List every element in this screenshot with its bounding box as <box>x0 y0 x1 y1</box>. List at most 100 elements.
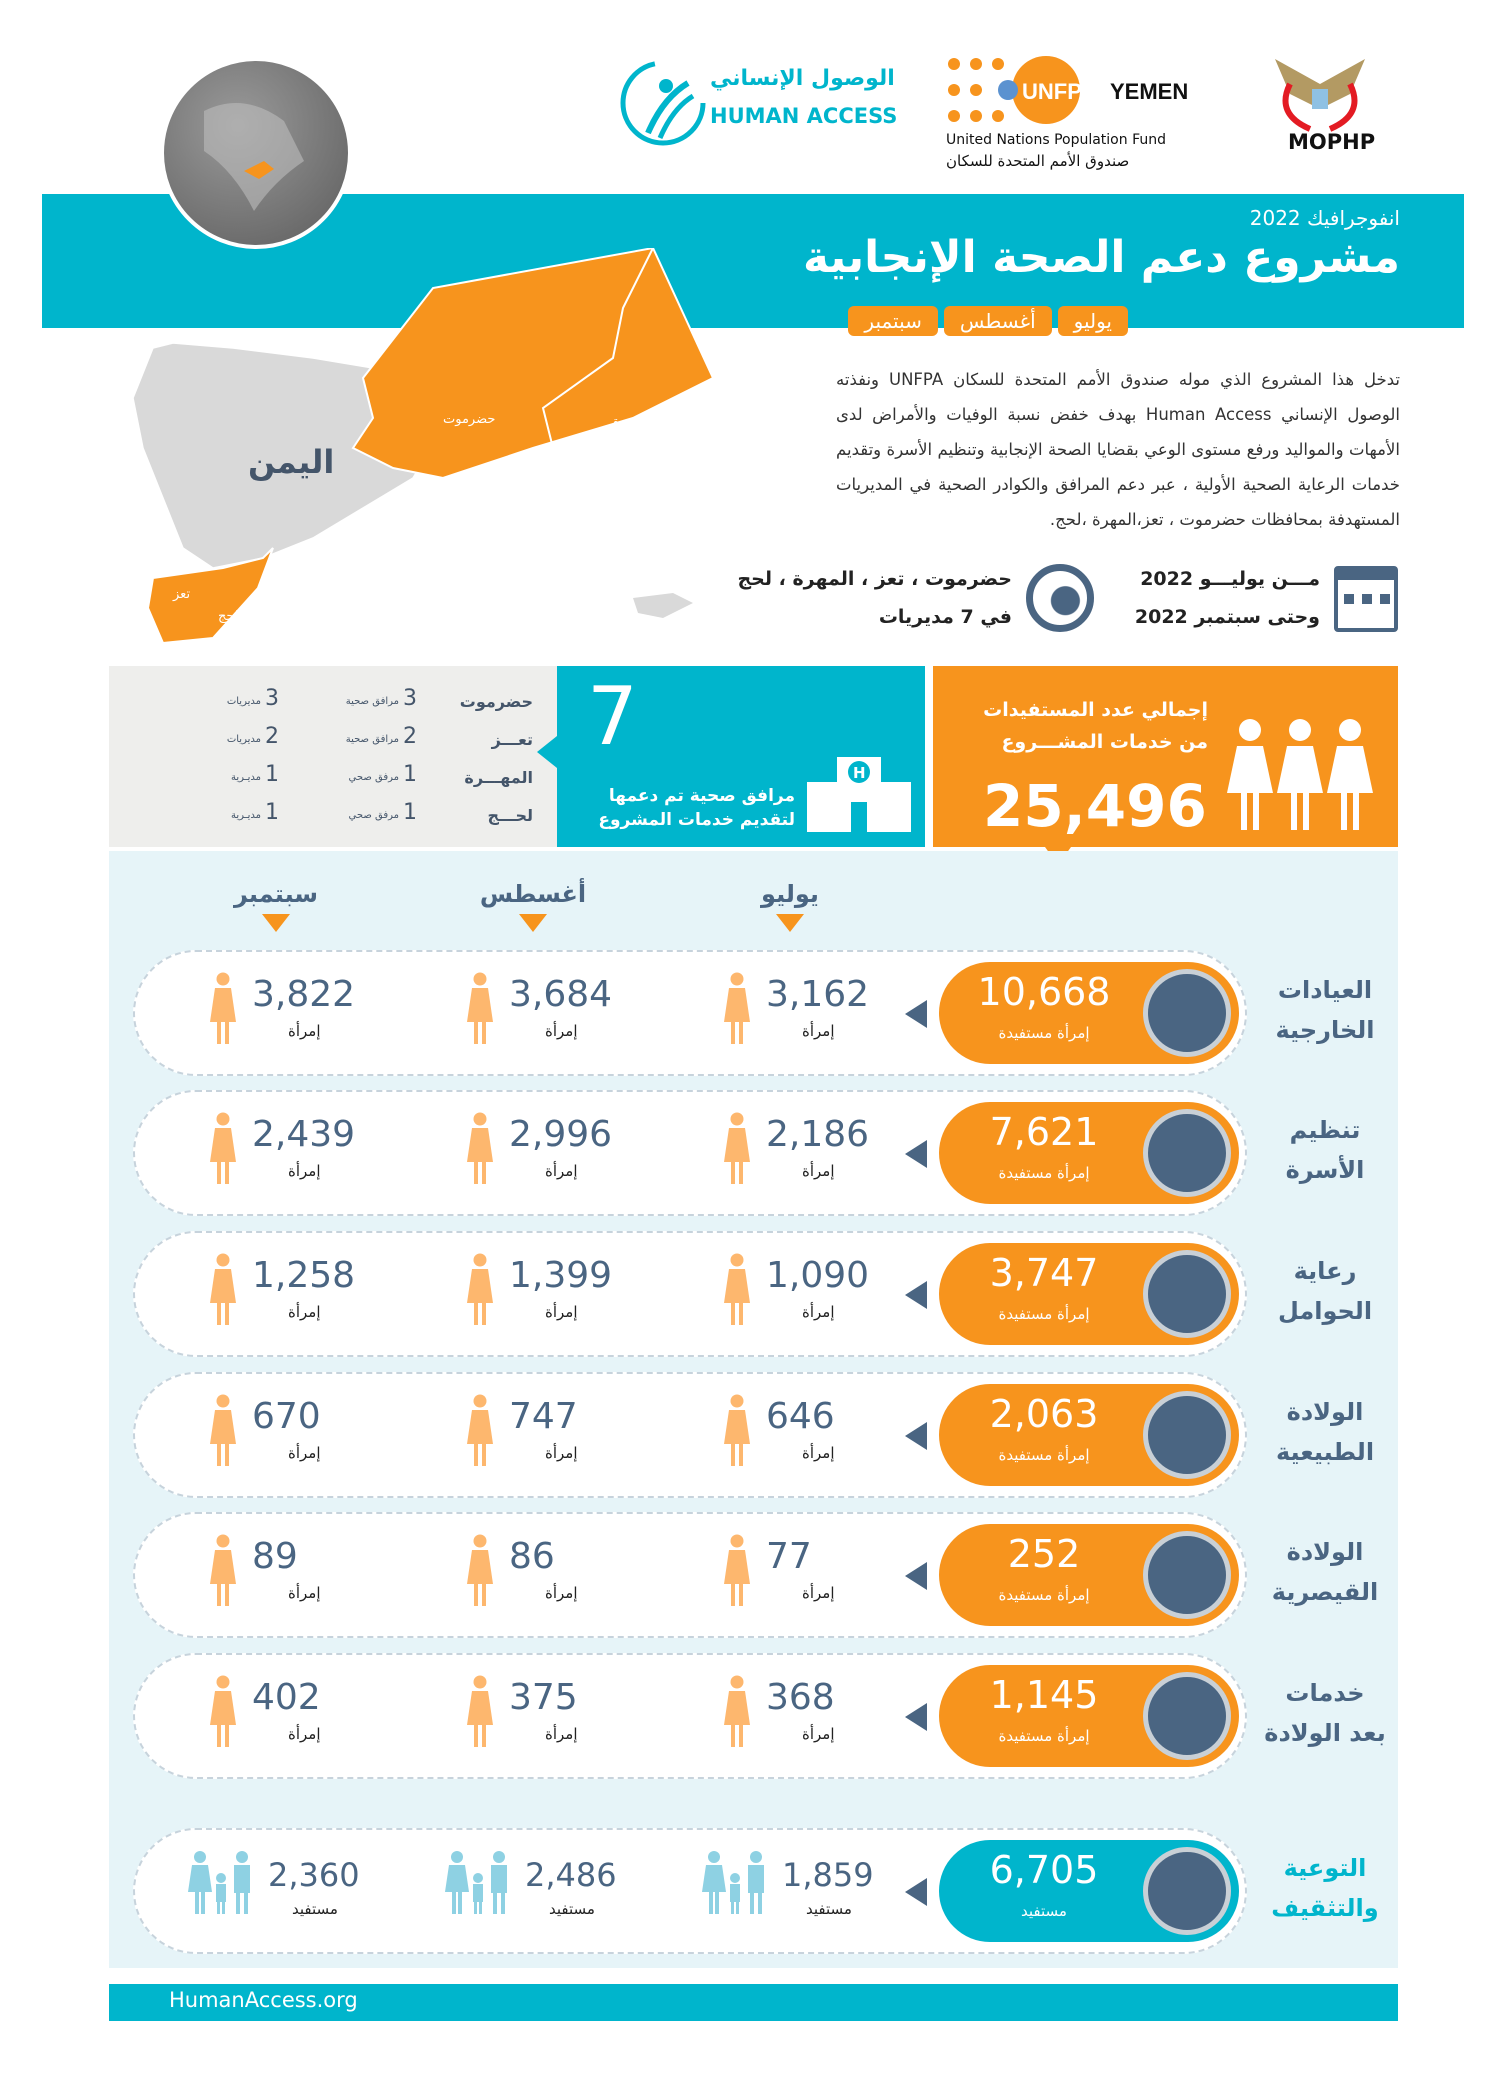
pregnant-woman-icon <box>1143 1250 1231 1338</box>
value-number: 1,258 <box>252 1255 356 1296</box>
locations-list: حضرموت ، تعز ، المهرة ، لحج <box>737 568 1012 590</box>
unfpa-logo: UNFPA YEMEN United Nations Population Fu… <box>946 56 1196 176</box>
total-value: 25,496 <box>983 772 1207 840</box>
districts-count: 1 <box>265 762 279 787</box>
month-value: 1,399 إمرأة <box>465 1249 625 1339</box>
locations: حضرموت ، تعز ، المهرة ، لحج في 7 مديريات <box>737 560 1012 636</box>
value-number: 646 <box>766 1396 835 1437</box>
value-number: 368 <box>766 1677 835 1718</box>
period-from: مـــن يوليـــو 2022 <box>1140 568 1320 590</box>
woman-icon <box>724 972 750 1044</box>
service-name-1: خدمات <box>1285 1679 1365 1707</box>
governorate-name: المهـــرة <box>464 768 533 787</box>
value-number: 747 <box>509 1396 578 1437</box>
column-label: سبتمبر <box>233 880 318 908</box>
service-total: 7,621 <box>989 1110 1099 1154</box>
column-label: أغسطس <box>479 880 587 908</box>
service-name-2: القيصرية <box>1271 1578 1379 1606</box>
governorate-name: لحـــج <box>487 806 533 825</box>
governorate-row: المهـــرة 1 مرفق صحي 1 مديـرية <box>149 762 533 804</box>
districts-label: مديـرية <box>231 772 261 783</box>
service-total: 3,747 <box>989 1251 1099 1295</box>
facilities-count: 1 <box>403 800 417 825</box>
down-arrow-icon <box>262 914 290 932</box>
month-value: 2,186 إمرأة <box>722 1108 882 1198</box>
service-name-2: والتثقيف <box>1271 1894 1379 1922</box>
month-value: 646 إمرأة <box>722 1390 882 1480</box>
service-total-label: إمرأة مستفيدة <box>998 1446 1090 1464</box>
month-value: 375 إمرأة <box>465 1671 625 1761</box>
month-value: 77 إمرأة <box>722 1530 882 1620</box>
month-value: 2,996 إمرأة <box>465 1108 625 1198</box>
facilities-label: مرافق صحية <box>345 734 399 745</box>
value-unit: إمرأة <box>288 1303 321 1321</box>
value-unit: إمرأة <box>545 1162 578 1180</box>
woman-icon <box>467 972 493 1044</box>
woman-icon <box>467 1253 493 1325</box>
facilities-label: مرافق صحية <box>345 696 399 707</box>
districts-count: 1 <box>265 800 279 825</box>
map-region-label: تعز <box>172 587 190 602</box>
map-region-label: حضرموت <box>443 412 495 427</box>
service-label: رعاية الحوامل <box>1250 1251 1400 1331</box>
value-number: 3,822 <box>252 974 356 1015</box>
service-name-2: الطبيعية <box>1275 1438 1375 1466</box>
total-label: إجمالي عدد المستفيدات من خدمات المشـــروع <box>983 694 1208 758</box>
service-total-label: إمرأة مستفيدة <box>998 1024 1090 1042</box>
districts-label: مديـرية <box>231 810 261 821</box>
woman-icon <box>724 1253 750 1325</box>
human-access-logo: الوصول الإنساني HUMAN ACCESS <box>618 58 897 148</box>
value-unit: مستفيد <box>292 1900 338 1918</box>
woman-icon <box>467 1675 493 1747</box>
value-unit: إمرأة <box>288 1162 321 1180</box>
service-row: 368 إمرأة 375 إمرأة 402 إمرأة 1,145 إمرأ… <box>133 1653 1247 1779</box>
svg-text:H: H <box>853 764 866 782</box>
footer-url[interactable]: HumanAccess.org <box>169 1988 358 2012</box>
woman-icon <box>724 1112 750 1184</box>
value-number: 2,186 <box>766 1114 870 1155</box>
service-total-label: إمرأة مستفيدة <box>998 1305 1090 1323</box>
value-number: 1,859 <box>782 1856 874 1894</box>
service-name-1: الولادة <box>1286 1538 1364 1566</box>
unfpa-text: UNFPA <box>1022 79 1096 104</box>
service-row: 3,162 إمرأة 3,684 إمرأة 3,822 إمرأة 10,6… <box>133 950 1247 1076</box>
facilities-count: 7 <box>587 670 638 763</box>
woman-icon <box>210 1253 236 1325</box>
period-to: وحتى سبتمبر 2022 <box>1134 606 1320 628</box>
column-header-september: سبتمبر <box>216 880 336 932</box>
month-value: 3,684 إمرأة <box>465 968 625 1058</box>
districts-count: 3 <box>265 686 279 711</box>
districts-count: في 7 مديريات <box>878 606 1012 628</box>
left-arrow-icon <box>905 1703 927 1731</box>
facilities-count: 3 <box>403 686 417 711</box>
value-unit: إمرأة <box>545 1444 578 1462</box>
period: مـــن يوليـــو 2022 وحتى سبتمبر 2022 <box>1135 560 1320 636</box>
value-unit: مستفيد <box>549 1900 595 1918</box>
total-label-2: من خدمات المشـــروع <box>1001 731 1208 753</box>
governorate-name: تعـــز <box>491 730 533 749</box>
left-arrow-icon <box>905 1281 927 1309</box>
service-total: 10,668 <box>977 970 1111 1014</box>
governorates-panel: حضرموت 3 مرافق صحية 3 مديريات تعـــز 2 م… <box>109 666 557 847</box>
service-name-1: التوعية <box>1283 1854 1367 1882</box>
value-unit: إمرأة <box>545 1725 578 1743</box>
value-unit: إمرأة <box>802 1022 835 1040</box>
facilities-label: مرافق صحية تم دعمها لتقديم خدمات المشروع <box>581 784 795 832</box>
yemen-map: اليمن حضرموت المهرة تعز لحج <box>132 248 715 645</box>
footer: HumanAccess.org <box>109 1984 1398 2021</box>
human-access-ar: الوصول الإنساني <box>710 66 895 91</box>
unfpa-en: United Nations Population Fund <box>946 132 1166 148</box>
service-total-pill: 2,063 إمرأة مستفيدة <box>939 1384 1239 1486</box>
service-total-label: إمرأة مستفيدة <box>998 1727 1090 1745</box>
woman-icon <box>210 1394 236 1466</box>
service-total-pill: 10,668 إمرأة مستفيدة <box>939 962 1239 1064</box>
family-icon <box>702 1851 764 1914</box>
value-number: 77 <box>766 1536 812 1577</box>
infographic-subtitle: انفوجرافيك 2022 <box>1249 206 1400 230</box>
woman-icon <box>210 1534 236 1606</box>
project-description: تدخل هذا المشروع الذي موله صندوق الأمم ا… <box>836 370 1400 529</box>
value-unit: إمرأة <box>802 1162 835 1180</box>
districts-label: مديريات <box>226 734 261 745</box>
service-row: 77 إمرأة 86 إمرأة 89 إمرأة 252 إمرأة مست… <box>133 1512 1247 1638</box>
facilities-panel: 7 مرافق صحية تم دعمها لتقديم خدمات المشرو… <box>537 666 925 847</box>
